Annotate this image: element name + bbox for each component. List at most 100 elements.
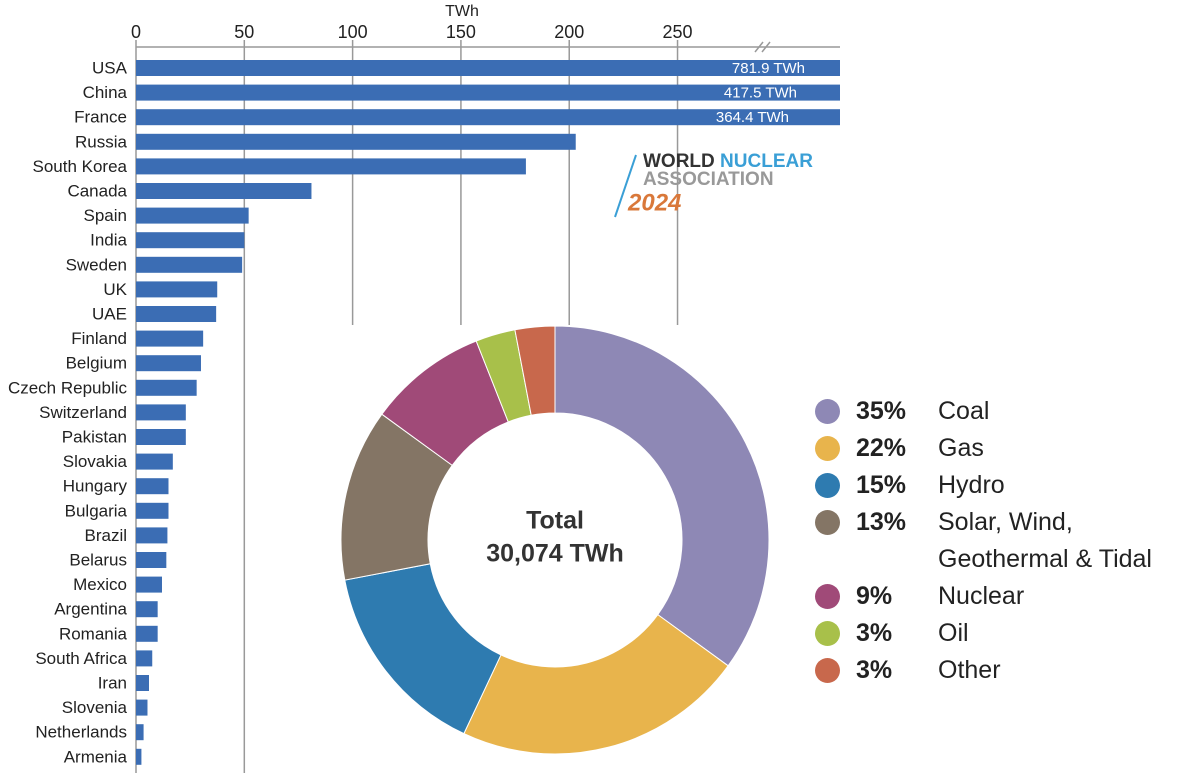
bar xyxy=(136,207,249,224)
legend-label: Coal xyxy=(938,397,990,425)
bar xyxy=(136,355,201,372)
bar xyxy=(136,183,312,199)
x-tick-label: 0 xyxy=(131,22,141,42)
bar xyxy=(136,429,186,445)
bar xyxy=(136,330,204,347)
bar xyxy=(136,453,173,470)
legend-item: 3% Other xyxy=(815,652,1195,689)
legend-item: 22% Gas xyxy=(815,430,1195,467)
y-tick-label: South Korea xyxy=(32,157,127,176)
legend-item: 3% Oil xyxy=(815,615,1195,652)
legend-swatch xyxy=(815,510,840,535)
legend-value: 35% xyxy=(856,397,907,425)
bar xyxy=(136,232,245,249)
legend-swatch xyxy=(815,658,840,683)
y-tick-label: Slovenia xyxy=(62,698,128,717)
y-tick-label: Switzerland xyxy=(39,403,127,422)
logo-association: ASSOCIATION xyxy=(643,169,774,190)
donut-slice xyxy=(463,613,729,755)
bar xyxy=(136,650,153,667)
legend-label: Solar, Wind, Geothermal & Tidal xyxy=(938,508,1152,573)
logo-slash xyxy=(614,154,637,218)
donut-slice xyxy=(554,325,770,667)
y-tick-label: Finland xyxy=(71,329,127,348)
legend-value: 15% xyxy=(856,471,907,499)
bars xyxy=(136,60,840,765)
legend-value: 3% xyxy=(856,656,893,684)
bar xyxy=(136,625,158,642)
y-tick-label: Mexico xyxy=(73,575,127,594)
bar xyxy=(136,502,169,519)
bar xyxy=(136,256,243,273)
y-tick-label: Armenia xyxy=(64,747,128,766)
y-tick-label: Romania xyxy=(59,624,128,643)
y-tick-label: Spain xyxy=(84,206,127,225)
axis-break xyxy=(754,41,764,53)
y-tick-label: Belgium xyxy=(66,354,127,373)
x-tick-label: 100 xyxy=(338,22,368,42)
center-title: Total xyxy=(526,507,584,535)
y-tick-label: Belarus xyxy=(69,550,127,569)
legend-value: 13% xyxy=(856,508,907,536)
x-tick-label: 150 xyxy=(446,22,476,42)
bar xyxy=(136,109,840,126)
y-tick-label: Slovakia xyxy=(63,452,128,471)
y-tick-label: Hungary xyxy=(63,477,128,496)
legend-label: Oil xyxy=(938,619,969,647)
legend-item: 35% Coal xyxy=(815,393,1195,430)
axis-break xyxy=(761,41,771,53)
y-tick-label: UAE xyxy=(92,304,127,323)
legend-item: 9% Nuclear xyxy=(815,578,1195,615)
y-tick-label: China xyxy=(83,83,128,102)
bar xyxy=(136,724,144,741)
bar xyxy=(136,527,168,544)
value-label: 417.5 TWh xyxy=(724,85,797,102)
bar xyxy=(136,748,142,765)
logo-year: 2024 xyxy=(627,189,681,216)
y-tick-label: Pakistan xyxy=(62,427,127,446)
legend-swatch xyxy=(815,473,840,498)
y-tick-label: Sweden xyxy=(66,255,127,274)
legend-swatch xyxy=(815,584,840,609)
y-tick-label: Iran xyxy=(98,673,127,692)
y-tick-label: South Africa xyxy=(35,649,127,668)
legend-label: Hydro xyxy=(938,471,1005,499)
y-tick-label: Russia xyxy=(75,132,128,151)
legend-swatch xyxy=(815,436,840,461)
bar xyxy=(136,601,158,618)
y-tick-label: Netherlands xyxy=(35,723,127,742)
bar xyxy=(136,306,217,322)
bar xyxy=(136,133,576,150)
y-tick-label: India xyxy=(90,231,127,250)
x-tick-label: 200 xyxy=(554,22,584,42)
x-axis-label: TWh xyxy=(445,3,479,20)
donut-slice xyxy=(514,325,556,416)
y-tick-label: USA xyxy=(92,58,128,77)
y-tick-label: Brazil xyxy=(84,526,127,545)
y-tick-label: Bulgaria xyxy=(65,501,128,520)
x-tick-label: 250 xyxy=(663,22,693,42)
legend-swatch xyxy=(815,399,840,424)
legend-value: 3% xyxy=(856,619,893,647)
legend-value: 22% xyxy=(856,434,907,462)
logo-text: WORLD NUCLEAR xyxy=(643,151,813,172)
bar xyxy=(136,379,197,396)
bar xyxy=(136,60,840,76)
legend-value: 9% xyxy=(856,582,893,610)
legend-label: Nuclear xyxy=(938,582,1025,610)
bar xyxy=(136,478,169,495)
bar xyxy=(136,84,840,101)
legend-swatch xyxy=(815,621,840,646)
legend: 35% Coal 22% Gas 15% Hydro 13% Solar, Wind, Geo… xyxy=(815,393,1195,689)
bar xyxy=(136,699,148,716)
legend-item: 13% Solar, Wind, Geothermal & Tidal xyxy=(815,504,1195,578)
legend-label: Other xyxy=(938,656,1001,684)
x-tick-label: 50 xyxy=(234,22,254,42)
y-tick-label: Argentina xyxy=(54,600,127,619)
center-value: 30,074 TWh xyxy=(486,540,624,568)
bar xyxy=(136,552,167,568)
y-tick-label: France xyxy=(74,108,127,127)
bar xyxy=(136,404,186,421)
